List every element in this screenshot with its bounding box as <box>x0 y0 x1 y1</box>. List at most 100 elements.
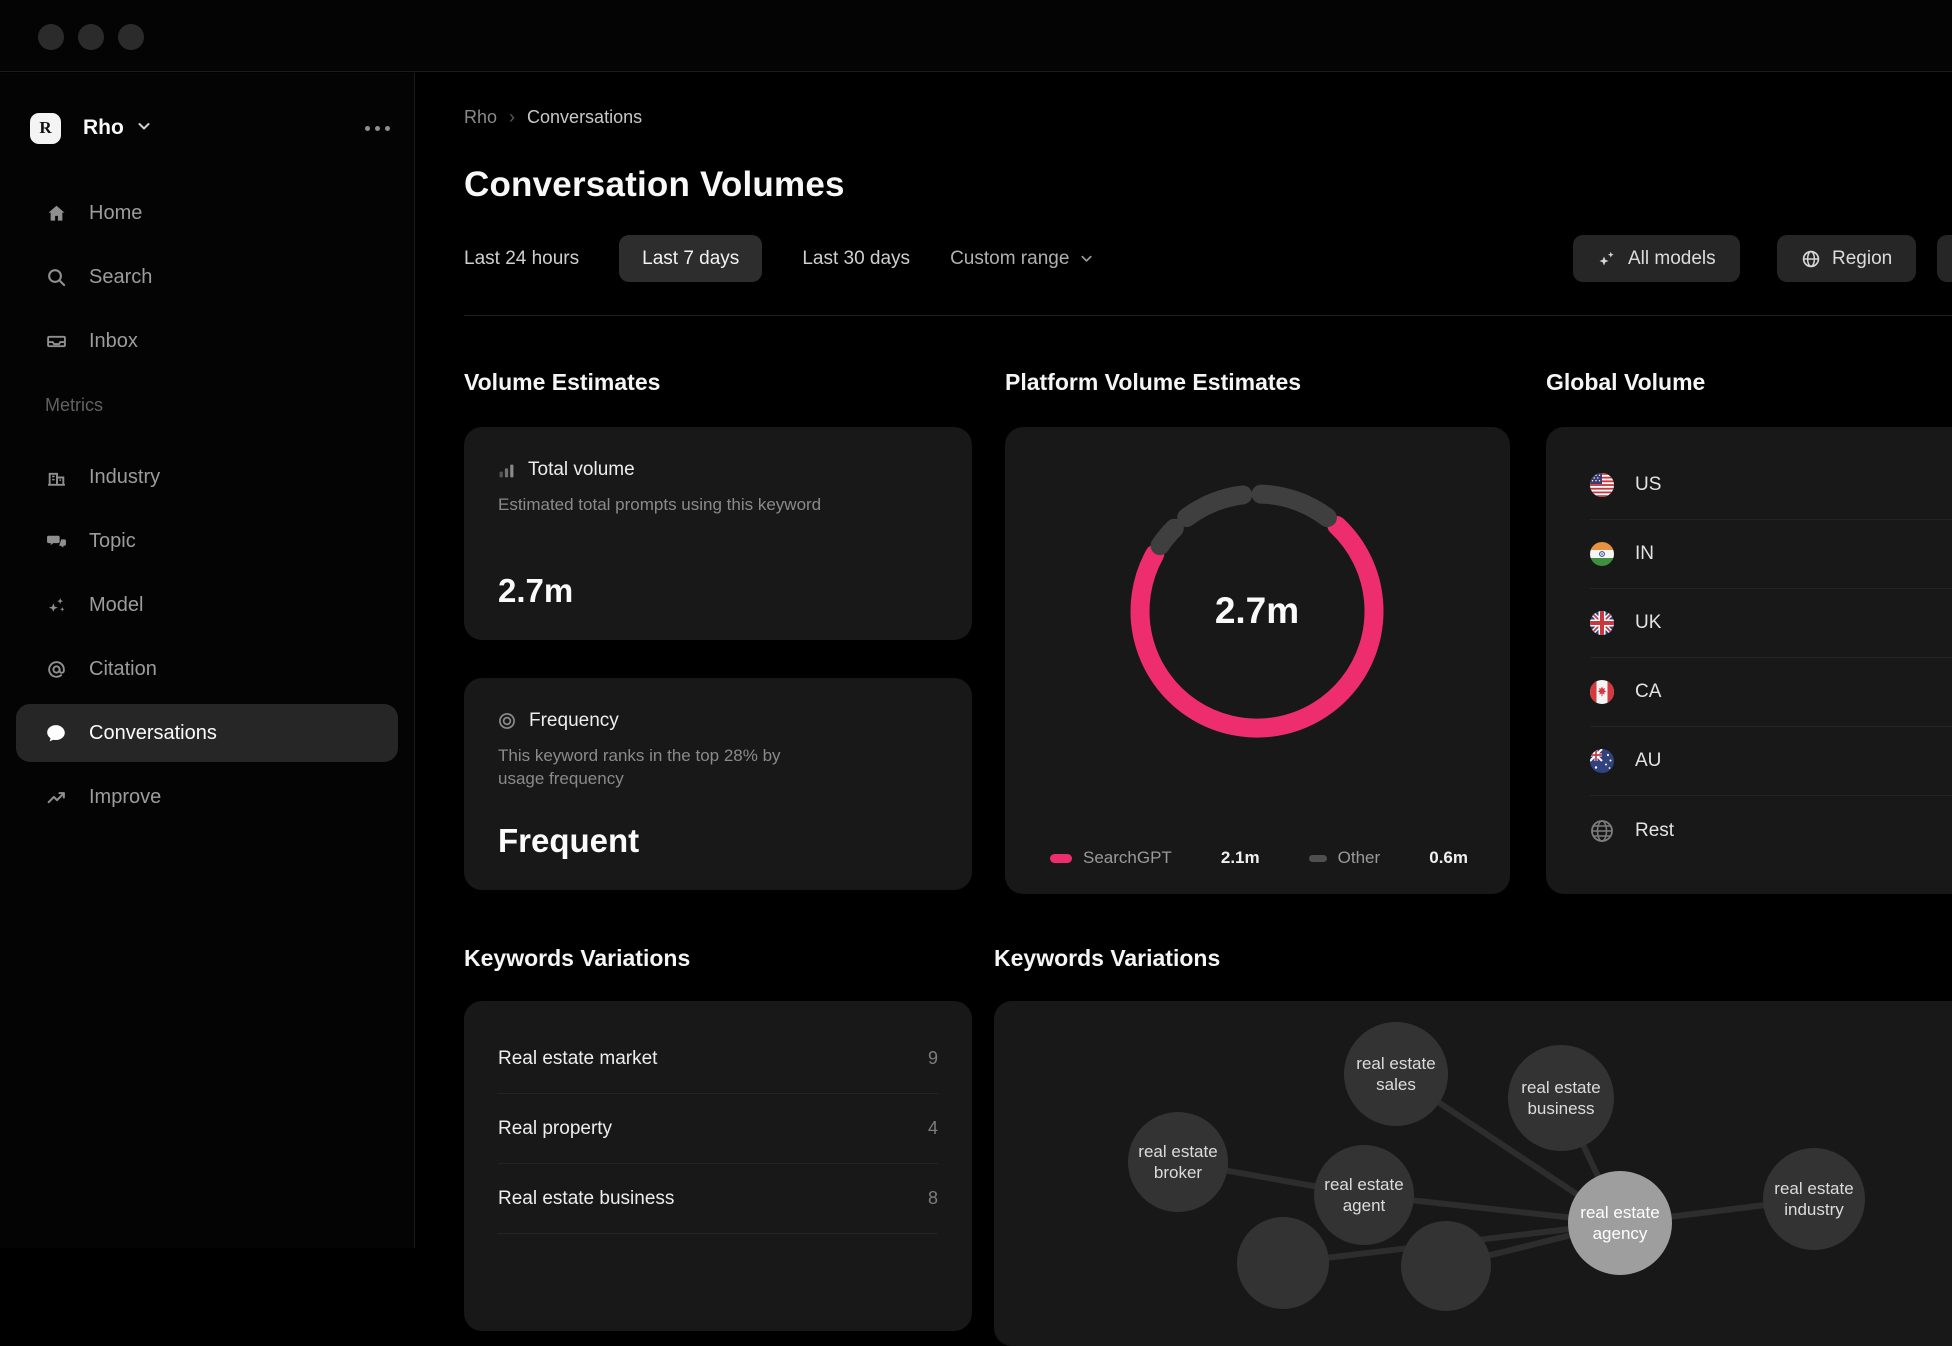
workspace-switcher[interactable]: R Rho <box>30 111 390 145</box>
frequency-card: Frequency This keyword ranks in the top … <box>464 678 972 890</box>
sidebar-item-label: Search <box>89 265 153 288</box>
sidebar-item-label: Inbox <box>89 329 138 352</box>
section-keywords-graph: Keywords Variations <box>994 945 1221 971</box>
clipped-toolbar-button[interactable] <box>1937 235 1952 282</box>
window-minimize-button[interactable] <box>78 24 104 50</box>
window-close-button[interactable] <box>38 24 64 50</box>
sidebar-item-conversations[interactable]: Conversations <box>0 701 414 765</box>
donut-segment-other <box>1150 518 1184 556</box>
sidebar-item-model[interactable]: Model <box>0 573 414 637</box>
sidebar-item-improve[interactable]: Improve <box>0 765 414 829</box>
topic-icon <box>45 530 67 552</box>
graph-node-real-estate-industry[interactable]: real estate industry <box>1763 1148 1865 1250</box>
keyword-row[interactable]: Real estate business 8 <box>498 1164 938 1234</box>
trending-up-icon <box>45 786 67 808</box>
graph-node-label: real estate business <box>1521 1077 1601 1118</box>
platform-volume-card: 2.7m SearchGPT 2.1m Other 0.6m <box>1005 427 1510 894</box>
keyword-label: Real estate business <box>498 1187 675 1209</box>
graph-node-real-estate-sales[interactable]: real estate sales <box>1344 1022 1448 1126</box>
sidebar-item-label: Topic <box>89 529 136 552</box>
frequency-label: Frequency <box>529 710 619 731</box>
legend-label-other: Other <box>1337 848 1381 867</box>
keyword-row[interactable]: Real estate market 9 <box>498 1024 938 1094</box>
filter-custom-range[interactable]: Custom range <box>950 248 1094 270</box>
sidebar-item-label: Conversations <box>89 721 217 744</box>
donut-segment-other <box>1251 484 1337 528</box>
legend-swatch-other <box>1308 854 1327 862</box>
main-content: Rho › Conversations Conversation Volumes… <box>416 73 1952 1346</box>
keyword-row[interactable]: Real property 4 <box>498 1094 938 1164</box>
app-window: R Rho Home Search Inbox Metrics <box>0 24 1952 1346</box>
total-volume-label: Total volume <box>528 459 635 480</box>
graph-node-real-estate-business[interactable]: real estate business <box>1508 1045 1614 1151</box>
window-controls <box>38 24 144 50</box>
window-maximize-button[interactable] <box>118 24 144 50</box>
section-global-volume: Global Volume <box>1546 369 1706 395</box>
sidebar-item-topic[interactable]: Topic <box>0 509 414 573</box>
graph-node-real-estate-broker[interactable]: real estate broker <box>1128 1112 1228 1212</box>
all-models-button[interactable]: All models <box>1573 235 1740 282</box>
ca-flag-icon <box>1590 680 1614 704</box>
region-label: Region <box>1832 247 1893 269</box>
global-volume-label: US <box>1635 474 1662 495</box>
donut-chart: 2.7m <box>1107 461 1407 761</box>
filter-last-30-days[interactable]: Last 30 days <box>802 247 911 269</box>
global-volume-row-in: IN <box>1590 520 1952 589</box>
search-icon <box>45 266 67 288</box>
donut-center-value: 2.7m <box>1214 590 1300 631</box>
donut-segment-searchgpt <box>1130 516 1384 738</box>
legend-value-other: 0.6m <box>1429 848 1468 867</box>
section-volume-estimates: Volume Estimates <box>464 369 661 395</box>
global-volume-row-rest: Rest <box>1590 796 1952 865</box>
us-flag-icon <box>1590 473 1614 497</box>
graph-node-label: real estate sales <box>1356 1053 1436 1094</box>
region-button[interactable]: Region <box>1777 235 1917 282</box>
global-volume-row-uk: UK <box>1590 589 1952 658</box>
graph-node-clipped[interactable] <box>1237 1217 1329 1309</box>
graph-node-real-estate-agency[interactable]: real estate agency <box>1568 1171 1672 1275</box>
sidebar-item-label: Model <box>89 593 144 616</box>
keywords-list-card: Real estate market 9 Real property 4 Rea… <box>464 1001 972 1331</box>
legend-label-searchgpt: SearchGPT <box>1083 848 1172 867</box>
custom-range-label: Custom range <box>950 247 1070 269</box>
chevron-down-icon <box>1081 255 1092 262</box>
global-volume-label: CA <box>1635 681 1662 702</box>
filter-last-7-days[interactable]: Last 7 days <box>619 235 763 282</box>
section-platform-volume: Platform Volume Estimates <box>1005 369 1302 395</box>
workspace-more-icon[interactable] <box>365 125 390 131</box>
global-volume-card: US IN UK <box>1546 427 1952 894</box>
globe-icon <box>1591 819 1613 842</box>
graph-node-label: real estate agent <box>1324 1174 1404 1215</box>
graph-node-real-estate-agent[interactable]: real estate agent <box>1314 1145 1414 1245</box>
donut-legend: SearchGPT 2.1m Other 0.6m <box>1050 848 1468 868</box>
au-flag-icon <box>1590 749 1614 773</box>
global-volume-label: UK <box>1635 612 1662 633</box>
keyword-count: 9 <box>927 1048 938 1068</box>
keyword-label: Real estate market <box>498 1047 658 1069</box>
global-volume-label: IN <box>1635 543 1654 564</box>
sparkles-icon <box>1597 249 1617 269</box>
sidebar-item-citation[interactable]: Citation <box>0 637 414 701</box>
global-volume-row-au: AU <box>1590 727 1952 796</box>
home-icon <box>45 202 67 224</box>
workspace-name: Rho <box>83 116 124 139</box>
filter-last-24-hours[interactable]: Last 24 hours <box>464 247 580 269</box>
frequency-value: Frequent <box>498 822 640 859</box>
graph-node-label: real estate agency <box>1580 1202 1660 1243</box>
sidebar-item-home[interactable]: Home <box>0 181 414 245</box>
breadcrumb-current[interactable]: Conversations <box>527 107 643 127</box>
keyword-count: 8 <box>927 1188 938 1208</box>
graph-node-clipped[interactable] <box>1401 1221 1491 1311</box>
sidebar-item-industry[interactable]: Industry <box>0 445 414 509</box>
global-volume-row-us: US <box>1590 451 1952 520</box>
breadcrumb-root[interactable]: Rho <box>464 107 498 127</box>
chevron-right-icon: › <box>509 107 516 127</box>
global-volume-label: AU <box>1635 750 1662 771</box>
workspace-logo: R <box>30 112 61 144</box>
sidebar-item-search[interactable]: Search <box>0 245 414 309</box>
sidebar: R Rho Home Search Inbox Metrics <box>0 73 415 1248</box>
sidebar-item-inbox[interactable]: Inbox <box>0 309 414 373</box>
breadcrumb: Rho › Conversations <box>464 107 642 128</box>
sparkles-icon <box>45 594 67 616</box>
global-volume-row-ca: CA <box>1590 658 1952 727</box>
